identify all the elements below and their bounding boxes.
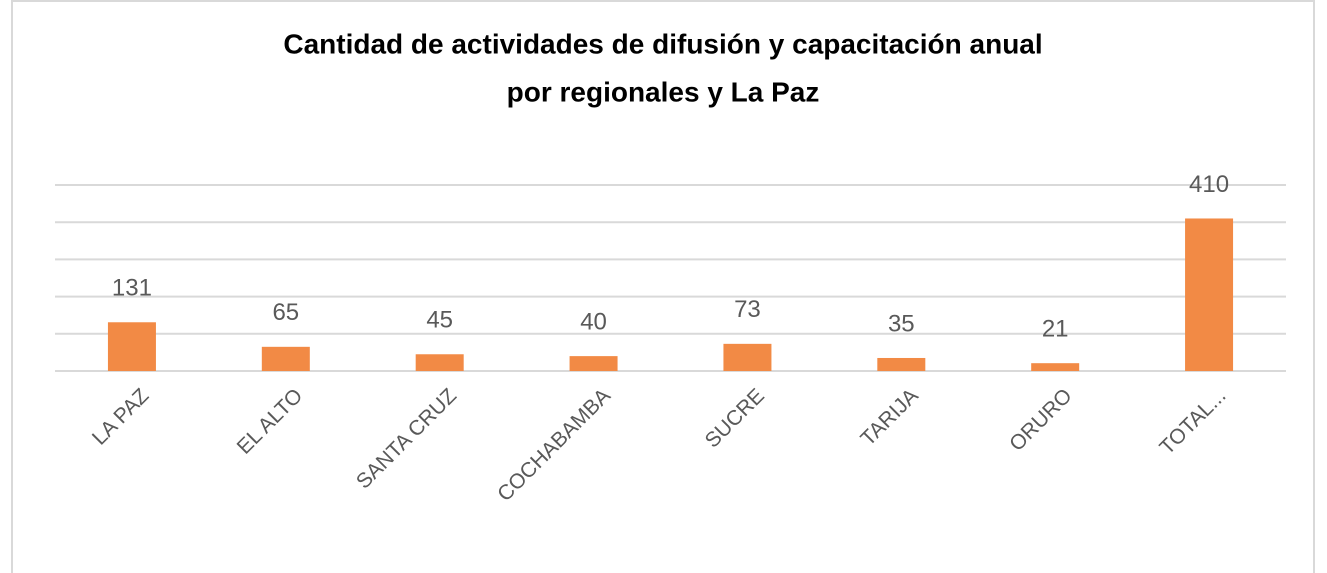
bar [261,346,310,371]
data-label: 73 [734,296,761,323]
chart-frame [11,0,1315,573]
chart-title: Cantidad de actividades de difusión y ca… [283,28,1042,59]
bar [1185,218,1234,371]
bar [415,354,464,371]
bar [877,357,926,371]
data-label: 410 [1189,171,1229,198]
chart-title: por regionales y La Paz [507,76,820,107]
bar [1031,363,1080,371]
data-label: 45 [426,307,453,334]
bar [107,322,156,371]
data-label: 65 [272,299,299,326]
data-label: 21 [1042,316,1069,343]
data-label: 35 [888,310,915,337]
bar [569,356,618,371]
data-label: 40 [580,308,607,335]
bar [723,343,772,371]
data-label: 131 [112,275,152,302]
